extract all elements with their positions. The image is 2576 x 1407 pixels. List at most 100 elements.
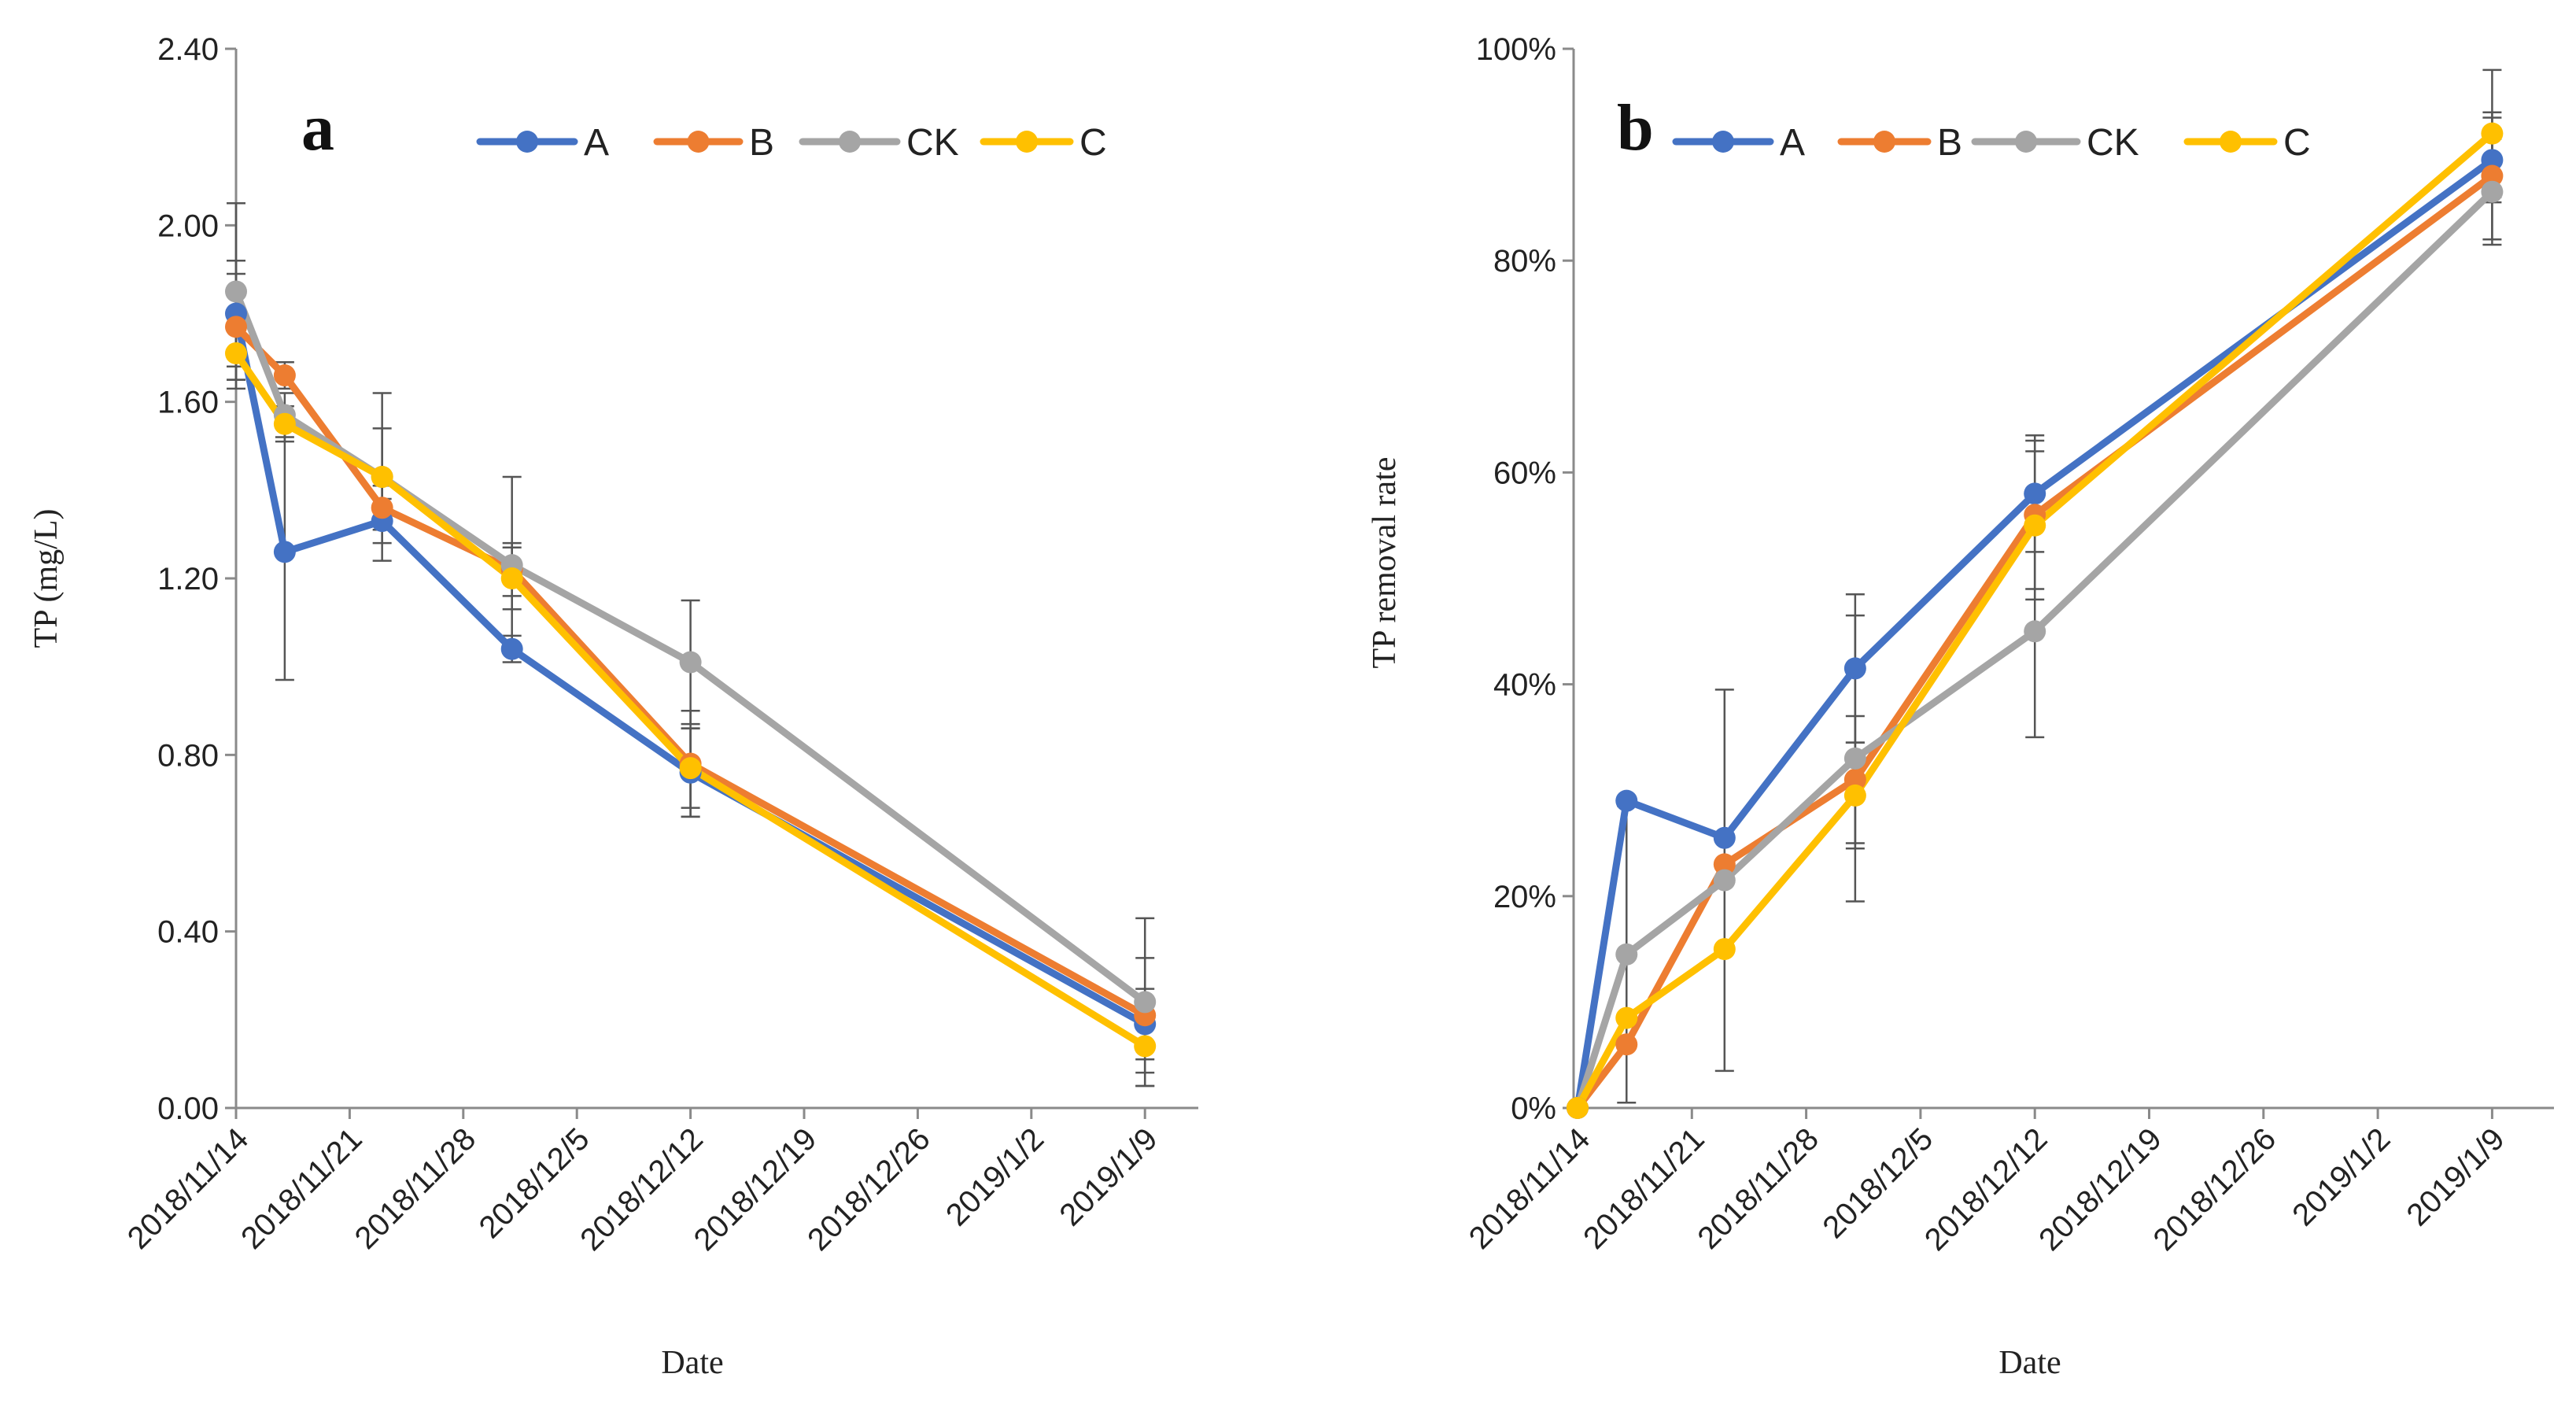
legend-label: A <box>584 122 609 164</box>
data-point-ck <box>225 280 247 303</box>
data-point-c <box>1134 1035 1157 1058</box>
legend-marker <box>2220 131 2242 153</box>
legend-label: C <box>1079 122 1107 164</box>
y-ticks: 0.00 0.40 0.80 1.20 1.60 2.00 2.40 <box>157 32 236 1126</box>
data-point-b <box>225 316 247 338</box>
data-point-ck <box>1843 747 1866 770</box>
series-lines <box>1574 130 2496 1112</box>
legend-item-c: C <box>2183 122 2311 164</box>
x-tick-label: 2018/12/19 <box>2032 1121 2168 1257</box>
data-point-a <box>1843 657 1866 680</box>
x-tick-label: 2018/11/21 <box>1577 1121 1711 1256</box>
y-tick-label: 0.80 <box>157 738 219 773</box>
legend-item-ck: CK <box>799 122 959 164</box>
legend-marker <box>839 131 861 153</box>
x-tick-label: 2018/12/12 <box>1918 1121 2054 1257</box>
data-point-c <box>1615 1006 1638 1029</box>
x-tick-label: 2018/12/26 <box>2146 1121 2283 1257</box>
x-tick-label: 2019/1/9 <box>1053 1121 1164 1232</box>
data-point-a <box>2481 149 2504 172</box>
series-markers <box>1567 122 2504 1119</box>
panel-a: 0.000.400.801.201.602.002.40 2018/11/142… <box>28 32 1198 1381</box>
x-tick-label: 2019/1/9 <box>2401 1121 2511 1232</box>
legend-label: B <box>749 122 774 164</box>
error-bars <box>1617 68 2502 1104</box>
data-point-a <box>500 637 523 660</box>
legend-marker <box>1712 131 1734 153</box>
legend-label: CK <box>2087 122 2139 164</box>
x-tick-label: 2018/12/5 <box>473 1121 596 1245</box>
series-markers <box>225 280 1157 1058</box>
x-axis-label: Date <box>1998 1345 2061 1381</box>
legend: A B CK C <box>1672 122 2311 164</box>
panel-title: b <box>1617 91 1654 164</box>
legend-label: B <box>1937 122 1962 164</box>
data-point-b <box>2481 164 2504 187</box>
series-line-ck <box>232 287 1149 1006</box>
legend-item-c: C <box>980 122 1107 164</box>
x-tick-label: 2019/1/2 <box>939 1121 1050 1232</box>
y-tick-label: 80% <box>1493 244 1556 279</box>
data-point-c <box>371 466 393 489</box>
x-tick-label: 2018/11/14 <box>1463 1121 1597 1256</box>
data-point-b <box>1843 768 1866 791</box>
data-point-a <box>2024 482 2046 505</box>
y-tick-label: 20% <box>1493 880 1556 914</box>
data-point-ck <box>1134 991 1157 1014</box>
data-point-c <box>500 567 523 589</box>
legend-item-b: B <box>653 122 774 164</box>
legend-label: CK <box>906 122 959 164</box>
y-ticks: 0% 20% 40% 60% 80% 100% <box>1476 32 1574 1126</box>
data-point-b <box>1615 1033 1638 1056</box>
y-tick-label: 60% <box>1493 456 1556 490</box>
y-tick-label: 100% <box>1476 32 1556 67</box>
series-line-b <box>232 323 1149 1019</box>
panel-b: 0%20%40%60%80%100% 2018/11/142018/11/212… <box>1367 32 2554 1381</box>
x-tick-label: 2018/11/21 <box>234 1121 369 1256</box>
legend-item-a: A <box>476 122 609 164</box>
x-ticks: 2018/11/142018/11/212018/11/282018/12/52… <box>121 1108 1164 1257</box>
x-ticks: 2018/11/142018/11/212018/11/282018/12/52… <box>1463 1108 2511 1257</box>
legend-item-a: A <box>1672 122 1805 164</box>
y-tick-label: 0.00 <box>157 1091 219 1126</box>
x-tick-label: 2018/12/12 <box>574 1121 710 1257</box>
legend-marker <box>516 131 538 153</box>
data-point-a <box>1615 789 1638 812</box>
x-tick-label: 2018/12/26 <box>801 1121 937 1257</box>
data-point-ck <box>1713 869 1736 892</box>
data-point-ck <box>1615 943 1638 966</box>
data-point-a <box>273 541 296 563</box>
series-line-a <box>1574 156 2496 1112</box>
data-point-c <box>2481 122 2504 145</box>
x-tick-label: 2019/1/2 <box>2286 1121 2397 1232</box>
y-tick-label: 1.20 <box>157 562 219 596</box>
y-tick-label: 0% <box>1511 1091 1556 1126</box>
y-tick-label: 1.60 <box>157 386 219 420</box>
data-point-c <box>1843 784 1866 807</box>
data-point-b <box>1713 853 1736 876</box>
legend-item-b: B <box>1837 122 1962 164</box>
y-tick-label: 2.00 <box>157 209 219 243</box>
data-point-ck <box>2481 180 2504 203</box>
panel-title: a <box>301 91 334 164</box>
x-tick-label: 2018/11/14 <box>121 1121 256 1256</box>
y-axis-label: TP removal rate <box>1367 456 1403 668</box>
data-point-c <box>225 342 247 364</box>
x-tick-label: 2018/12/19 <box>688 1121 824 1257</box>
data-point-b <box>273 364 296 387</box>
x-tick-label: 2018/11/28 <box>1691 1121 1825 1256</box>
data-point-c <box>679 757 702 780</box>
data-point-c <box>1713 938 1736 961</box>
y-tick-label: 40% <box>1493 668 1556 703</box>
legend-marker <box>1873 131 1895 153</box>
series-line-ck <box>1574 188 2496 1112</box>
data-point-c <box>273 412 296 435</box>
x-tick-label: 2018/11/28 <box>349 1121 483 1256</box>
y-axis-label: TP (mg/L) <box>28 509 65 648</box>
legend-marker <box>2015 131 2037 153</box>
legend-marker <box>687 131 710 153</box>
x-tick-label: 2018/12/5 <box>1816 1121 1939 1245</box>
data-point-a <box>1713 826 1736 849</box>
legend: A B CK C <box>476 122 1107 164</box>
